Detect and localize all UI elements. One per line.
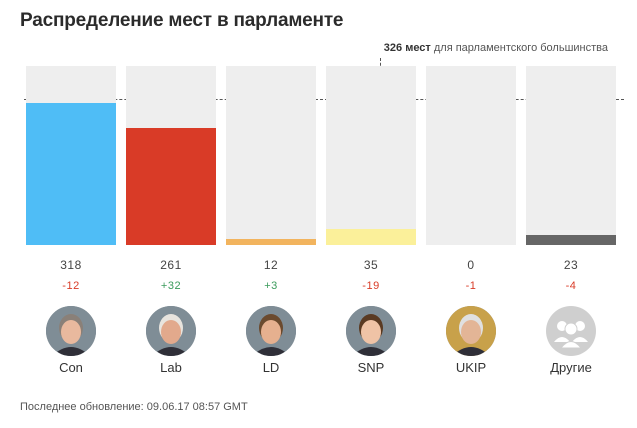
seat-count-lab: 261 <box>160 258 182 272</box>
majority-seats: 326 мест <box>383 42 431 54</box>
seat-change-ukip: -1 <box>465 280 477 292</box>
party-name-другие: Другие <box>550 360 592 375</box>
seat-count-snp: 35 <box>363 258 379 272</box>
seat-count-ukip: 0 <box>467 258 475 272</box>
column-background-ld <box>226 66 316 245</box>
seat-count-ld: 12 <box>263 258 279 272</box>
column-background-другие <box>526 66 616 245</box>
leader-photo-ld <box>246 306 296 356</box>
party-name-ld: LD <box>262 360 280 375</box>
leader-photo-ukip <box>446 306 496 356</box>
column-background-ukip <box>426 66 516 245</box>
party-name-ukip: UKIP <box>455 360 487 375</box>
column-background-snp <box>326 66 416 245</box>
seat-change-ld: +3 <box>264 280 278 292</box>
leader-photo-con <box>46 306 96 356</box>
party-name-con: Con <box>59 360 83 375</box>
leader-photo-snp <box>346 306 396 356</box>
seat-change-lab: +32 <box>160 280 182 292</box>
majority-label: 326 мест для парламентского большинства <box>384 42 608 54</box>
seat-change-другие: -4 <box>565 280 577 292</box>
bar-другие <box>526 234 616 245</box>
seat-count-con: 318 <box>60 258 82 272</box>
leader-photo-lab <box>146 306 196 356</box>
party-name-snp: SNP <box>357 360 385 375</box>
seat-count-другие: 23 <box>563 258 579 272</box>
seat-change-snp: -19 <box>362 280 380 292</box>
seat-chart: 326 мест для парламентского большинства <box>24 42 624 245</box>
bar-lab <box>126 128 216 245</box>
chart-title: Распределение мест в парламенте <box>20 10 344 31</box>
bar-con <box>26 102 116 245</box>
bar-ld <box>226 239 316 245</box>
seat-change-con: -12 <box>62 280 80 292</box>
last-updated: Последнее обновление: 09.06.17 08:57 GMT <box>20 401 248 413</box>
majority-suffix: для парламентского большинства <box>433 42 608 54</box>
majority-reference-line <box>24 99 624 101</box>
group-icon <box>546 306 596 356</box>
bar-snp <box>326 229 416 245</box>
party-name-lab: Lab <box>160 360 182 375</box>
